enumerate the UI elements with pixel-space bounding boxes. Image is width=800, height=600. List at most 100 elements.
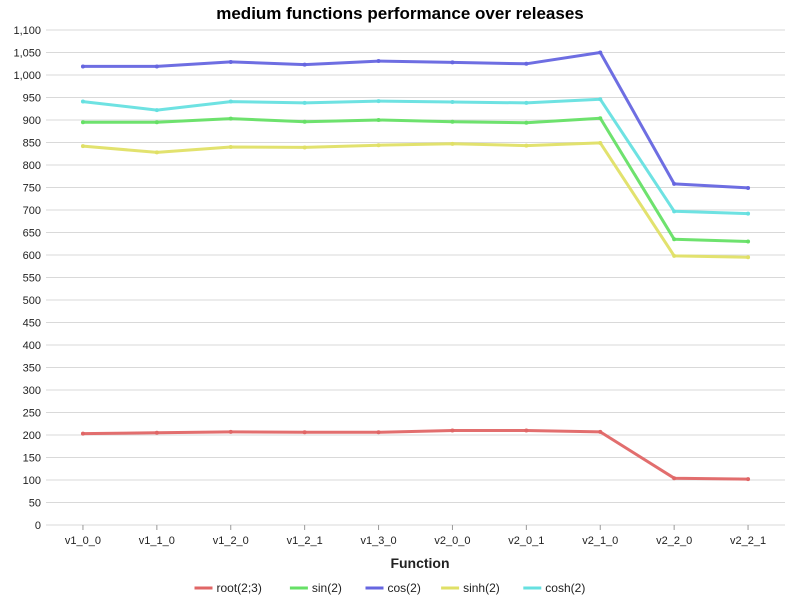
y-tick-label: 1,100	[13, 25, 41, 37]
y-tick-label: 1,000	[13, 70, 41, 82]
data-point	[672, 181, 677, 186]
data-point	[598, 97, 603, 102]
data-point	[80, 431, 85, 436]
series-root-2-3-	[80, 428, 751, 482]
y-tick-label: 100	[23, 475, 41, 487]
data-point	[80, 64, 85, 69]
x-tick-label: v2_1_0	[582, 535, 618, 547]
y-tick-label: 900	[23, 115, 41, 127]
gridlines	[46, 29, 785, 526]
data-point	[524, 120, 529, 125]
x-axis-title: Function	[390, 555, 449, 571]
data-point	[228, 429, 233, 434]
data-point	[154, 108, 159, 113]
series-lines	[80, 50, 751, 482]
data-point	[524, 61, 529, 66]
y-tick-label: 850	[23, 138, 41, 150]
data-point	[524, 428, 529, 433]
x-tick-label: v2_0_0	[434, 535, 470, 547]
x-tick-label: v1_2_1	[287, 535, 323, 547]
series-line	[81, 141, 750, 259]
legend-item: cos(2)	[365, 581, 421, 595]
x-axis-ticks: v1_0_0 v1_1_0 v1_2_0 v1_2_1 v1_3_0 v2_0_0 v2_0…	[65, 525, 766, 547]
y-tick-label: 750	[23, 183, 41, 195]
data-point	[80, 144, 85, 149]
legend-label: cosh(2)	[545, 581, 585, 595]
x-tick-label: v1_1_0	[139, 535, 175, 547]
data-point	[672, 237, 677, 242]
data-point	[154, 150, 159, 155]
y-tick-label: 500	[23, 295, 41, 307]
data-point	[524, 143, 529, 148]
series-line	[81, 97, 750, 216]
data-point	[80, 99, 85, 104]
series-line	[81, 429, 750, 481]
legend-item: root(2;3)	[194, 581, 262, 595]
y-tick-label: 150	[23, 453, 41, 465]
x-tick-label: v2_0_1	[508, 535, 544, 547]
series-cosh-2-	[80, 97, 751, 216]
y-tick-label: 1,050	[13, 48, 41, 60]
data-point	[80, 120, 85, 125]
chart-title: medium functions performance over releas…	[216, 4, 584, 23]
y-tick-label: 50	[29, 498, 41, 510]
legend-label: cos(2)	[388, 581, 421, 595]
x-tick-label: v1_0_0	[65, 535, 101, 547]
data-point	[524, 100, 529, 105]
data-point	[376, 59, 381, 64]
y-tick-label: 950	[23, 93, 41, 105]
y-tick-label: 450	[23, 318, 41, 330]
series-sin-2-	[80, 116, 751, 244]
data-point	[154, 430, 159, 435]
data-point	[228, 116, 233, 121]
legend-label: sin(2)	[312, 581, 342, 595]
y-tick-label: 700	[23, 205, 41, 217]
data-point	[376, 118, 381, 122]
data-point	[228, 145, 233, 149]
y-tick-label: 350	[23, 363, 41, 375]
data-point	[450, 60, 455, 65]
series-sinh-2-	[80, 140, 751, 260]
x-tick-label: v2_2_1	[730, 535, 766, 547]
y-tick-label: 300	[23, 385, 41, 397]
y-axis-ticks: 0 50 100 150 200 250 300 350 400 450 500 550 600 650 7…	[13, 25, 41, 532]
data-point	[746, 211, 751, 216]
legend-item: sin(2)	[289, 581, 342, 595]
data-point	[302, 119, 307, 124]
y-tick-label: 400	[23, 340, 41, 352]
data-point	[154, 120, 159, 125]
y-tick-label: 650	[23, 228, 41, 240]
data-point	[746, 185, 751, 190]
y-tick-label: 600	[23, 250, 41, 262]
data-point	[302, 145, 307, 150]
data-point	[302, 430, 307, 435]
data-point	[598, 50, 603, 55]
legend-item: sinh(2)	[441, 581, 500, 595]
legend-label: sinh(2)	[463, 581, 500, 595]
data-point	[376, 143, 381, 148]
series-line	[81, 116, 750, 243]
data-point	[228, 59, 233, 64]
data-point	[746, 239, 751, 244]
data-point	[672, 209, 677, 214]
data-point	[302, 100, 307, 105]
data-point	[376, 99, 381, 104]
data-point	[376, 430, 381, 435]
series-cos-2-	[80, 50, 751, 190]
y-tick-label: 250	[23, 408, 41, 420]
data-point	[302, 62, 307, 67]
x-tick-label: v1_3_0	[361, 535, 397, 547]
data-point	[154, 64, 159, 69]
data-point	[228, 99, 233, 104]
y-tick-label: 200	[23, 430, 41, 442]
data-point	[672, 476, 677, 481]
data-point	[746, 255, 751, 260]
data-point	[672, 253, 677, 258]
data-point	[450, 119, 455, 124]
data-point	[450, 428, 455, 433]
series-line	[81, 51, 750, 190]
data-point	[746, 477, 751, 482]
data-point	[598, 140, 603, 145]
x-tick-label: v1_2_0	[213, 535, 249, 547]
